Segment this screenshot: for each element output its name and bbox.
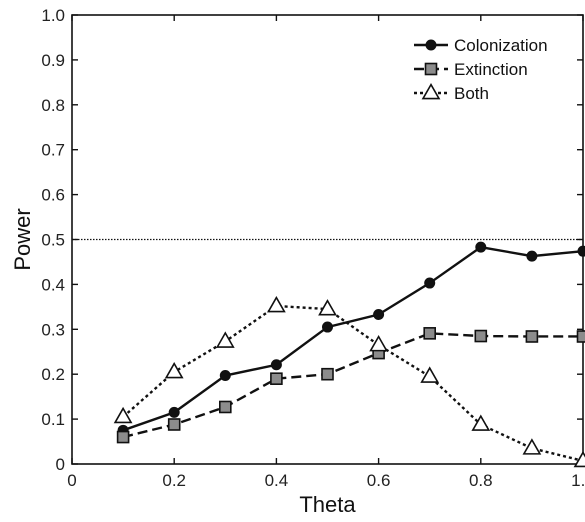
legend-label-colonization: Colonization — [454, 36, 548, 55]
data-point-both — [471, 414, 491, 431]
x-tick-label: 0.2 — [162, 471, 186, 490]
data-point-both — [420, 366, 440, 383]
data-point-colonization — [526, 250, 538, 262]
data-point-extinction — [474, 329, 488, 343]
legend-marker-both — [421, 82, 441, 100]
x-tick-label: 0.6 — [367, 471, 391, 490]
data-point-colonization — [322, 321, 333, 333]
legend-label-extinction: Extinction — [454, 60, 528, 79]
y-tick-label: 0.1 — [41, 410, 65, 429]
y-tick-label: 0.7 — [41, 141, 65, 160]
data-point-extinction — [576, 330, 585, 343]
data-point-colonization — [219, 370, 231, 382]
series-line-extinction — [122, 332, 583, 439]
legend-marker-extinction — [424, 62, 438, 76]
y-tick-label: 0.8 — [41, 96, 65, 115]
data-point-extinction — [219, 400, 232, 414]
data-point-both — [164, 361, 184, 379]
y-axis-title: Power — [10, 208, 35, 270]
data-point-extinction — [116, 430, 130, 444]
data-point-colonization — [373, 308, 385, 320]
data-point-extinction — [525, 330, 539, 343]
series-line-both — [122, 304, 584, 463]
data-point-both — [318, 299, 337, 316]
data-point-both — [522, 438, 542, 455]
legend: Colonization Extinction Both — [414, 36, 548, 103]
data-point-colonization — [577, 245, 585, 257]
x-tick-label: 0.4 — [265, 471, 289, 490]
data-point-colonization — [475, 241, 487, 253]
data-point-extinction — [270, 372, 283, 385]
x-tick-label: 1.0 — [571, 471, 585, 490]
data-point-extinction — [167, 418, 181, 431]
y-tick-label: 1.0 — [41, 6, 65, 25]
data-point-both — [215, 331, 235, 348]
data-point-colonization — [424, 277, 436, 289]
x-tick-label: 0 — [67, 471, 76, 490]
data-point-colonization — [168, 406, 180, 418]
plot-area: 0 0.1 0.2 0.3 0.4 0.5 0.6 0.7 0.8 0.9 1.0 0 0.2 0.4 0.… — [41, 6, 585, 490]
legend-marker-colonization — [425, 39, 437, 51]
data-point-extinction — [423, 327, 437, 340]
data-point-extinction — [321, 367, 334, 381]
series-both — [113, 295, 585, 468]
x-tick-label: 0.8 — [469, 471, 493, 490]
legend-label-both: Both — [454, 84, 489, 103]
data-point-colonization — [270, 359, 282, 371]
series-colonization — [117, 241, 585, 436]
y-tick-label: 0 — [56, 455, 65, 474]
data-point-both — [369, 335, 388, 352]
y-tick-label: 0.5 — [41, 231, 65, 250]
y-tick-label: 0.6 — [41, 186, 65, 205]
y-tick-label: 0.2 — [41, 365, 65, 384]
x-axis-title: Theta — [299, 492, 356, 517]
data-point-both — [573, 450, 585, 468]
y-tick-label: 0.4 — [41, 275, 65, 294]
y-tick-label: 0.3 — [41, 320, 65, 339]
series-extinction — [116, 327, 585, 444]
series-line-colonization — [122, 245, 584, 432]
data-point-both — [267, 295, 286, 313]
y-tick-label: 0.9 — [41, 51, 65, 70]
data-point-both — [113, 406, 133, 424]
